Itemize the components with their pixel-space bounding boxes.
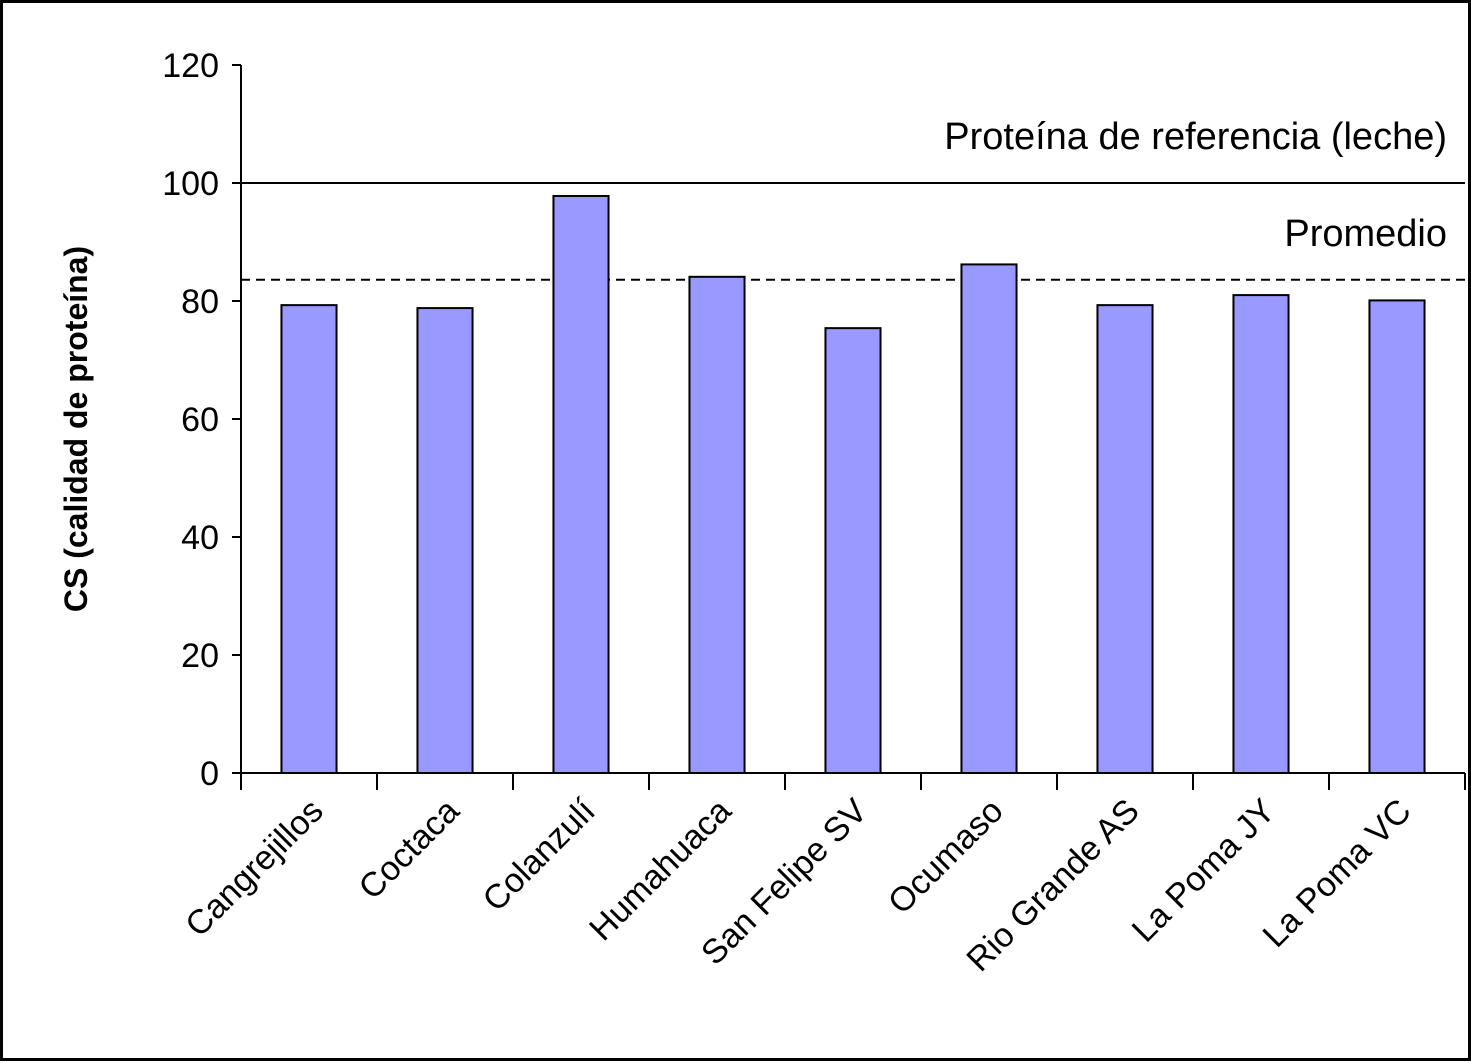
bar-8 (1232, 294, 1290, 774)
x-category-label: Colanzulí (476, 791, 603, 918)
bar-9 (1368, 299, 1426, 774)
y-axis-label: CS (calidad de proteína) (58, 246, 94, 612)
bar-2 (416, 307, 474, 774)
y-tick-label: 100 (162, 165, 219, 203)
bar-4 (688, 275, 746, 774)
bar-5 (824, 327, 882, 774)
y-tick-label: 60 (181, 401, 219, 439)
bar-6 (960, 263, 1018, 774)
bar-1 (280, 304, 338, 774)
bar-3 (552, 194, 610, 775)
y-tick-label: 120 (162, 47, 219, 85)
x-category-label: Coctaca (352, 792, 467, 907)
average-line-label: Promedio (1284, 213, 1447, 255)
y-tick-label: 80 (181, 283, 219, 321)
x-category-label: Cangrejillos (178, 792, 330, 944)
y-tick-label: 20 (181, 637, 219, 675)
y-tick-label: 40 (181, 519, 219, 557)
bar-chart: CS (calidad de proteína) 0 20 40 60 80 100 120… (58, 47, 1466, 979)
x-category-label: Ocumaso (881, 792, 1011, 922)
reference-line-label: Proteína de referencia (leche) (944, 116, 1447, 158)
bar-7 (1096, 304, 1154, 774)
y-tick-label: 0 (200, 755, 219, 793)
